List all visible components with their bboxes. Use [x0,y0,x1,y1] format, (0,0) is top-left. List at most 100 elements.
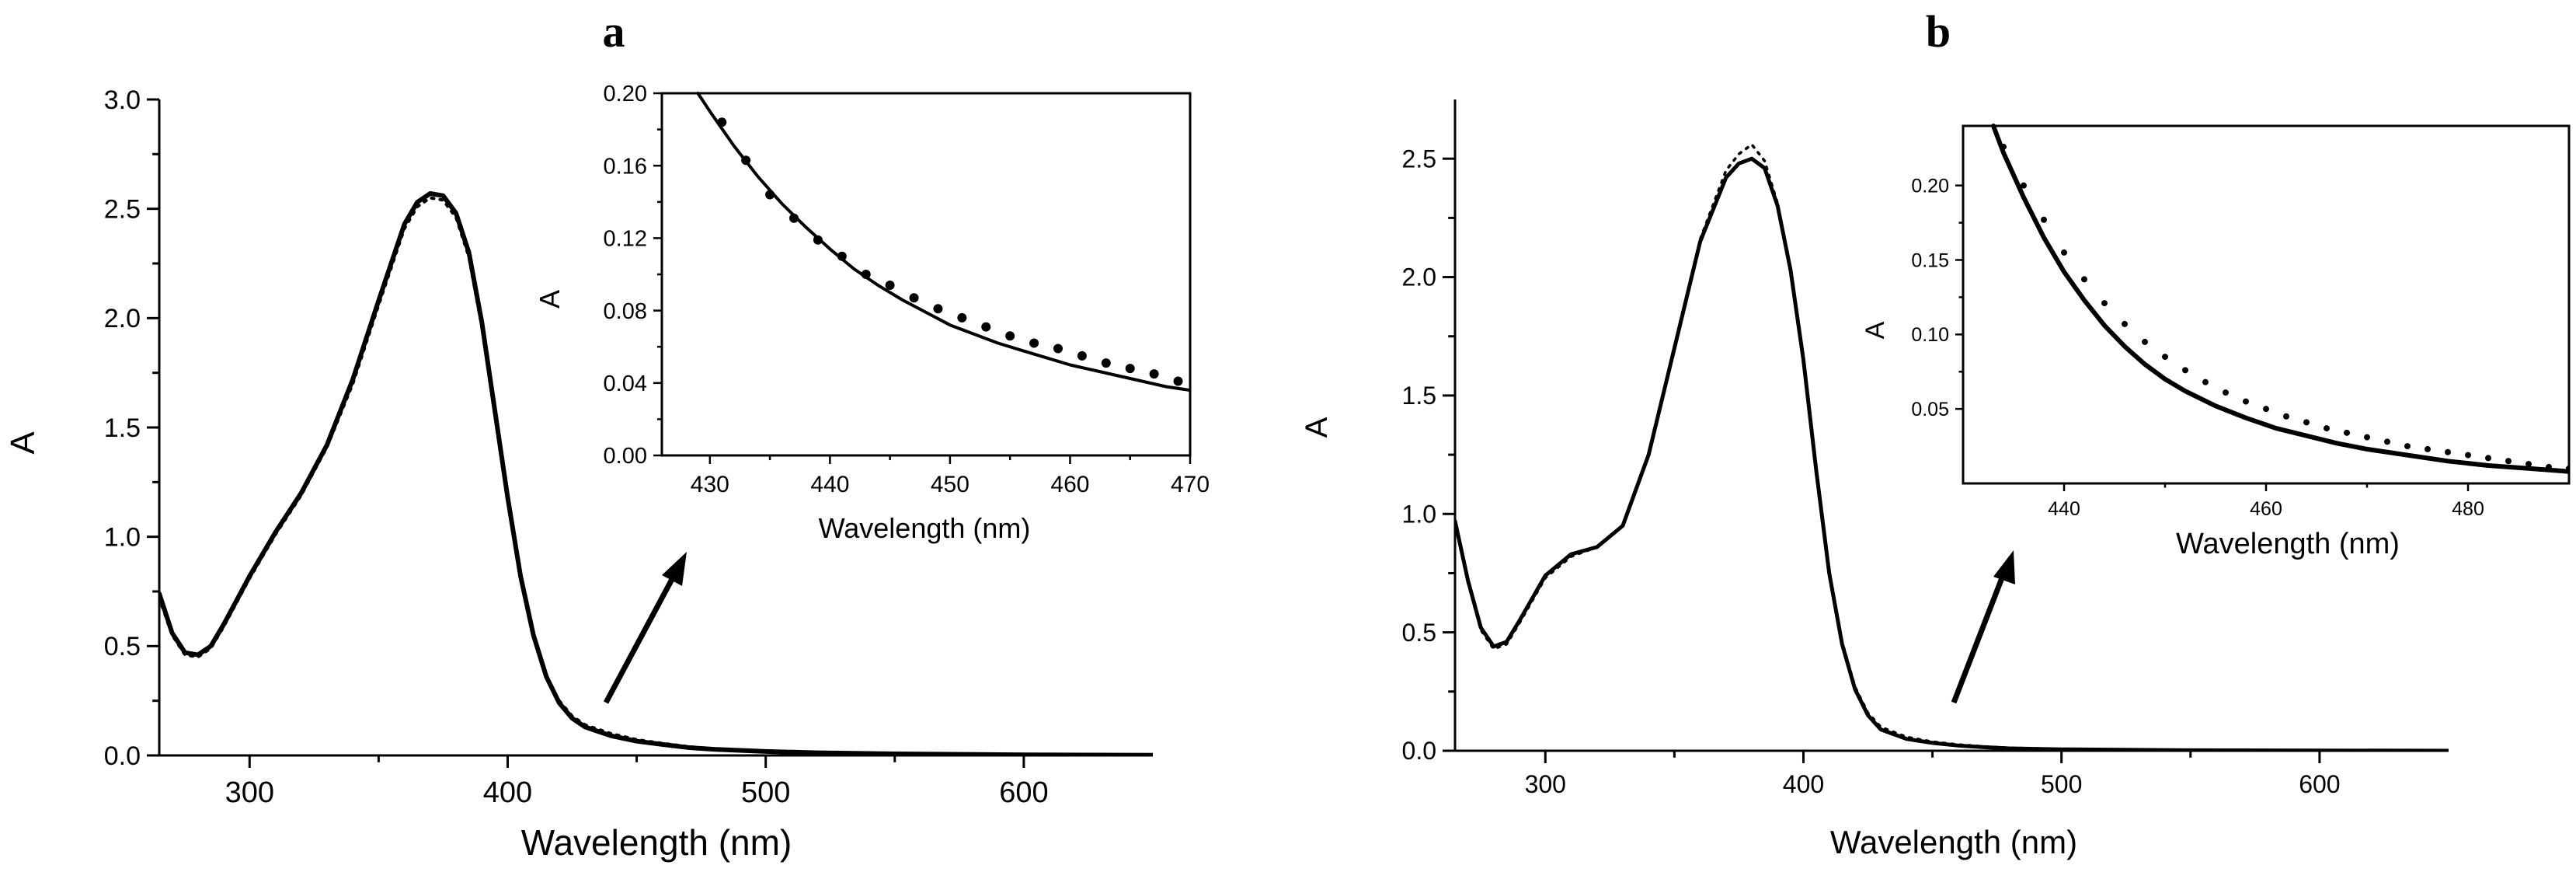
panel-b-x-axis-label: Wavelength (nm) [1830,824,2077,860]
panel-label-b: b [1926,6,1951,57]
panel-a: a 300 400 500 600 0.0 0.5 1.0 1.5 2.0 2.5 3.0 Wave… [4,6,1210,863]
panel-b-inset-y-tick-label: 0.05 [1911,399,1949,420]
panel-b-inset-calculated-point [2404,443,2411,450]
panel-a-inset-calculated-point [909,293,919,303]
panel-a-inset-x-tick-label: 450 [931,472,969,497]
panel-b-inset-calculated-point [2505,458,2512,465]
panel-a-main-y-tick-label: 3.0 [104,85,141,115]
panel-b-main-calculated-series-line [1455,143,2449,751]
panel-a-inset-calculated-point [813,235,823,245]
panel-b-inset-calculated-point [2101,300,2108,307]
panel-b-inset-calculated-point [2445,448,2451,455]
panel-a-inset-x-axis-label: Wavelength (nm) [819,512,1031,544]
panel-a-inset-calculated-point [981,322,991,332]
panel-b-inset-chart: 440 460 480 0.05 0.10 0.15 0.20 [1911,124,2571,520]
panel-a-inset-calculated-point [933,304,943,314]
panel-a-inset-y-tick-label: 0.00 [604,444,647,469]
panel-a-inset-calculated-point [1029,338,1039,348]
panel-a-main-y-tick-label: 1.0 [104,523,141,553]
panel-b-inset-calculated-point [2202,378,2209,385]
panel-a-main-measured-series-line [159,191,1153,755]
panel-b-inset-calculated-point [2142,338,2148,345]
panel-b-inset-calculated-point [2041,216,2047,223]
panel-b-main-y-tick-label: 0.0 [1402,737,1436,765]
panel-b-inset-y-axis-label: A [1861,321,1890,339]
panel-b-main-chart: 300 400 500 600 0.0 0.5 1.0 1.5 2.0 2.5 [1402,99,2449,798]
panel-a-inset-x-tick-label: 470 [1171,472,1210,497]
panel-b-inset-calculated-point [2182,367,2188,374]
panel-b-main-x-tick-label: 400 [1783,770,1824,798]
panel-b-inset-measured-series-line [1991,124,2569,474]
panel-b-inset-y-tick-label: 0.10 [1911,324,1949,346]
panel-b-main-x-tick-label: 500 [2041,770,2082,798]
panel-label-a: a [603,6,625,57]
panel-b-main-y-tick-label: 1.5 [1402,382,1436,410]
panel-a-inset-calculated-point [1005,331,1015,341]
panel-a-main-x-tick-label: 600 [999,776,1048,809]
panel-a-main-y-tick-label: 1.5 [104,413,141,443]
panel-b-inset-calculated-point [2223,389,2229,396]
panel-a-inset-calculated-point [885,280,895,290]
panel-a-inset-y-tick-label: 0.04 [604,371,647,396]
panel-a-inset-y-tick-label: 0.08 [604,299,647,324]
panel-a-inset-y-tick-label: 0.12 [604,227,647,252]
panel-b-inset-y-tick-label: 0.15 [1911,249,1949,271]
panel-a-inset-calculated-point [1125,364,1135,374]
panel-a-inset-calculated-point [765,190,775,200]
panel-a-main-y-tick-label: 2.5 [104,195,141,225]
panel-b-inset-calculated-point [2303,419,2310,426]
panel-a-inset-calculated-point [1173,376,1183,386]
panel-a-inset-calculated-point [957,312,967,323]
panel-b-inset-calculated-point [2324,425,2330,432]
panel-b-inset-calculated-point [2546,463,2552,470]
panel-a-x-axis-label: Wavelength (nm) [521,822,792,863]
panel-a-inset-measured-series-line [696,92,1190,392]
panel-a-inset-y-tick-label: 0.20 [604,82,647,106]
panel-b-inset-calculated-point [2283,413,2289,420]
panel-b-main-y-tick-label: 0.5 [1402,619,1436,647]
panel-a-inset-x-tick-label: 430 [691,472,729,497]
panel-a-inset-x-tick-label: 460 [1050,472,1089,497]
panel-a-main-calculated-series-line [159,196,1153,755]
panel-a-inset-y-tick-label: 0.16 [604,154,647,179]
panel-b-inset-calculated-point [2364,434,2370,441]
panel-a-inset-calculated-point [837,251,847,261]
panel-a-main-x-tick-label: 300 [225,776,274,809]
panel-b: b 300 400 500 600 0.0 0.5 1.0 1.5 2.0 2.5 Wavelen… [1300,6,2571,860]
panel-b-inset-calculated-point [2162,354,2168,361]
panel-b-inset-calculated-point [2122,320,2128,327]
panel-b-inset-x-axis-label: Wavelength (nm) [2176,528,2400,560]
panel-b-inset-x-tick-label: 480 [2452,498,2484,520]
panel-b-inset-calculated-point [2081,276,2087,283]
panel-a-inset-calculated-point [861,270,871,279]
panel-b-inset-calculated-point [2485,455,2491,462]
panel-b-inset-calculated-point [2566,465,2569,472]
panel-b-inset-calculated-point [2243,398,2249,405]
panel-a-inset-plot-frame [660,92,1192,457]
panel-a-y-axis-label: A [4,431,42,455]
panel-b-inset-x-tick-label: 440 [2048,498,2080,520]
panel-b-inset-calculated-point [2526,461,2532,468]
panel-a-main-y-tick-label: 2.0 [104,304,141,333]
panel-b-inset-plot-frame [1962,124,2571,485]
panel-a-main-y-tick-label: 0.5 [104,632,141,661]
panel-a-main-y-tick-label: 0.0 [104,741,141,771]
panel-b-main-x-tick-label: 600 [2299,770,2340,798]
panel-b-inset-calculated-point [2425,445,2431,452]
panel-a-inset-calculated-point [789,213,799,223]
panel-a-main-chart: 300 400 500 600 0.0 0.5 1.0 1.5 2.0 2.5 3.0 [104,85,1153,809]
panel-b-main-y-tick-label: 2.0 [1402,263,1436,291]
panel-b-main-y-tick-label: 1.0 [1402,500,1436,528]
panel-b-arrow [1951,550,2015,704]
panel-a-main-x-tick-label: 400 [483,776,532,809]
panel-a-inset-chart: 430 440 450 460 470 0.00 0.04 0.08 0.12 0.16 0.20 [604,82,1210,497]
panel-b-main-measured-series-line [1455,156,2449,751]
panel-a-inset-calculated-point [741,155,751,166]
panel-a-arrow [603,552,687,704]
panel-a-inset-calculated-point [717,117,727,127]
panel-a-inset-y-axis-label: A [534,290,566,309]
panel-b-inset-calculated-point [2465,452,2471,459]
panel-b-inset-calculated-point [2384,438,2390,445]
panel-b-y-axis-label: A [1300,417,1334,438]
